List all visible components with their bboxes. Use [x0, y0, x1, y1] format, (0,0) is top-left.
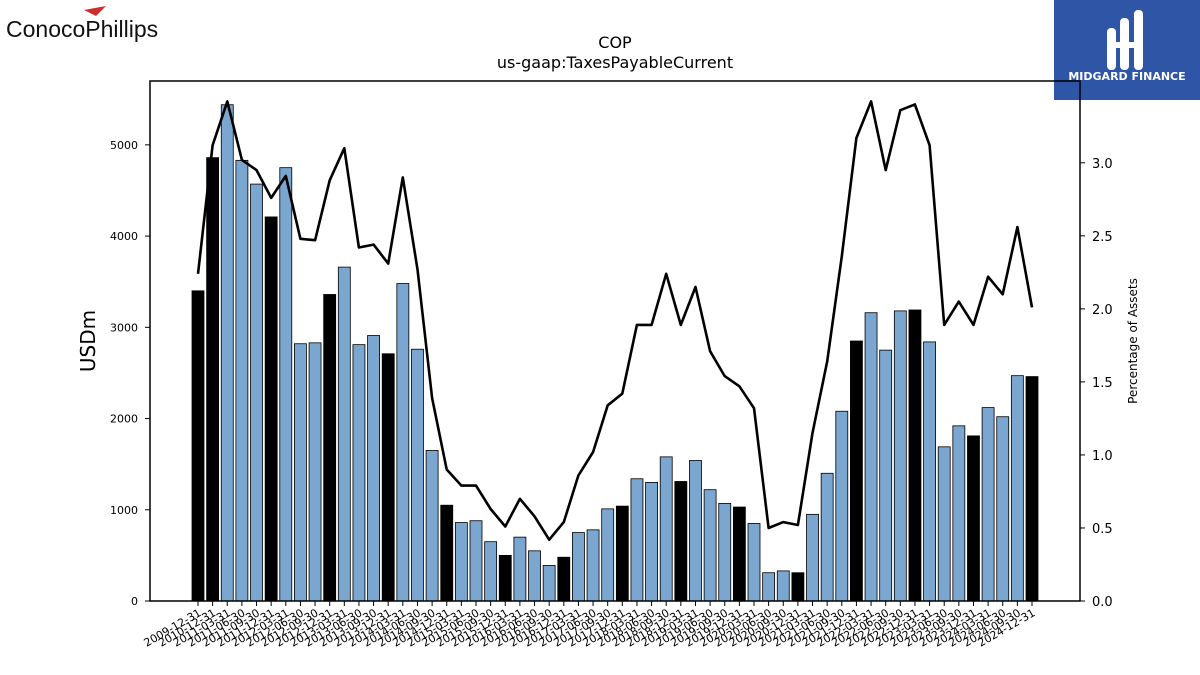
bar [659, 456, 673, 602]
bar [586, 529, 600, 602]
midgard-logo: MIDGARD FINANCE [1068, 10, 1186, 83]
bar [352, 344, 366, 602]
y2-tick-label: 0.0 [1092, 595, 1113, 610]
bar [250, 183, 263, 602]
y2-tick-label: 1.0 [1092, 449, 1113, 464]
logo-wordmark: ConocoPhillips [6, 16, 158, 42]
bar [864, 312, 878, 602]
y2-tick-label: 1.5 [1092, 376, 1113, 391]
bar [454, 522, 468, 602]
bar-series [191, 104, 1039, 602]
bar [440, 504, 454, 602]
bar [747, 523, 761, 602]
y-tick-label: 3000 [110, 321, 138, 334]
chart-title: COP [598, 33, 632, 52]
y-tick-label: 4000 [110, 230, 138, 243]
y2-axis-label: Percentage of Assets [1126, 278, 1140, 404]
bar [835, 410, 849, 602]
y-axis-ticks: 0 1000 2000 3000 4000 5000 [110, 139, 150, 608]
bar [308, 342, 322, 602]
bar [601, 508, 615, 602]
bar [337, 266, 351, 602]
bar [981, 407, 995, 602]
y2-tick-label: 0.5 [1092, 522, 1113, 537]
bar [732, 506, 746, 602]
bar [893, 310, 907, 602]
bar [879, 349, 893, 602]
bar [762, 572, 776, 602]
bar [279, 167, 293, 602]
y2-tick-label: 2.5 [1092, 230, 1113, 245]
bar [776, 570, 790, 602]
bar [425, 450, 439, 602]
bar [294, 343, 307, 602]
bar [937, 446, 951, 602]
bar [850, 340, 863, 602]
y-tick-label: 2000 [110, 413, 138, 426]
plot-frame [149, 80, 1081, 602]
bar [952, 425, 966, 602]
y-tick-label: 1000 [110, 504, 138, 517]
y-tick-label: 0 [131, 595, 138, 608]
bar [323, 294, 337, 602]
y2-tick-label: 3.0 [1092, 157, 1113, 172]
bar [996, 416, 1010, 602]
bar [820, 472, 834, 602]
bar [703, 489, 717, 602]
bar [264, 216, 278, 602]
bar [484, 541, 498, 602]
bar [411, 348, 424, 602]
bar [1010, 375, 1024, 602]
bar [367, 335, 380, 602]
conocophillips-logo: ConocoPhillips [6, 6, 158, 42]
bar [235, 159, 249, 602]
bar [513, 536, 527, 602]
bar [542, 565, 556, 602]
bar [396, 283, 410, 602]
bar [806, 513, 819, 602]
bar [908, 309, 922, 602]
bar [630, 478, 644, 602]
x-axis-ticks: 2009-12-312010-12-312011-03-312011-06-30… [142, 601, 1038, 650]
bar [469, 520, 483, 602]
bar [615, 505, 629, 602]
midgard-finance-badge: MIDGARD FINANCE [1054, 0, 1200, 100]
bar [220, 104, 234, 602]
bar [718, 502, 732, 602]
bar [689, 460, 702, 602]
bar [498, 554, 512, 602]
y2-tick-label: 2.0 [1092, 303, 1113, 318]
badge-label: MIDGARD FINANCE [1068, 70, 1185, 83]
percent-line-series [196, 100, 1034, 542]
bar [923, 341, 936, 602]
bar [528, 550, 541, 602]
bar [674, 481, 688, 602]
bar [572, 532, 585, 602]
bar [381, 353, 395, 602]
bar [191, 290, 205, 602]
bar [645, 482, 658, 602]
bar [967, 435, 980, 602]
bar [1025, 376, 1039, 602]
midgard-emblem-icon [1107, 10, 1143, 70]
bar [557, 556, 571, 602]
bar [791, 572, 805, 602]
y-axis-label: USDm [76, 310, 100, 372]
chart-subtitle: us-gaap:TaxesPayableCurrent [497, 53, 733, 72]
y2-axis-ticks: 0.0 0.5 1.0 1.5 2.0 2.5 3.0 [1080, 157, 1113, 610]
y-tick-label: 5000 [110, 139, 138, 152]
percent-line [196, 100, 1034, 542]
logo-flag-icon [84, 6, 106, 16]
bar [206, 157, 220, 602]
